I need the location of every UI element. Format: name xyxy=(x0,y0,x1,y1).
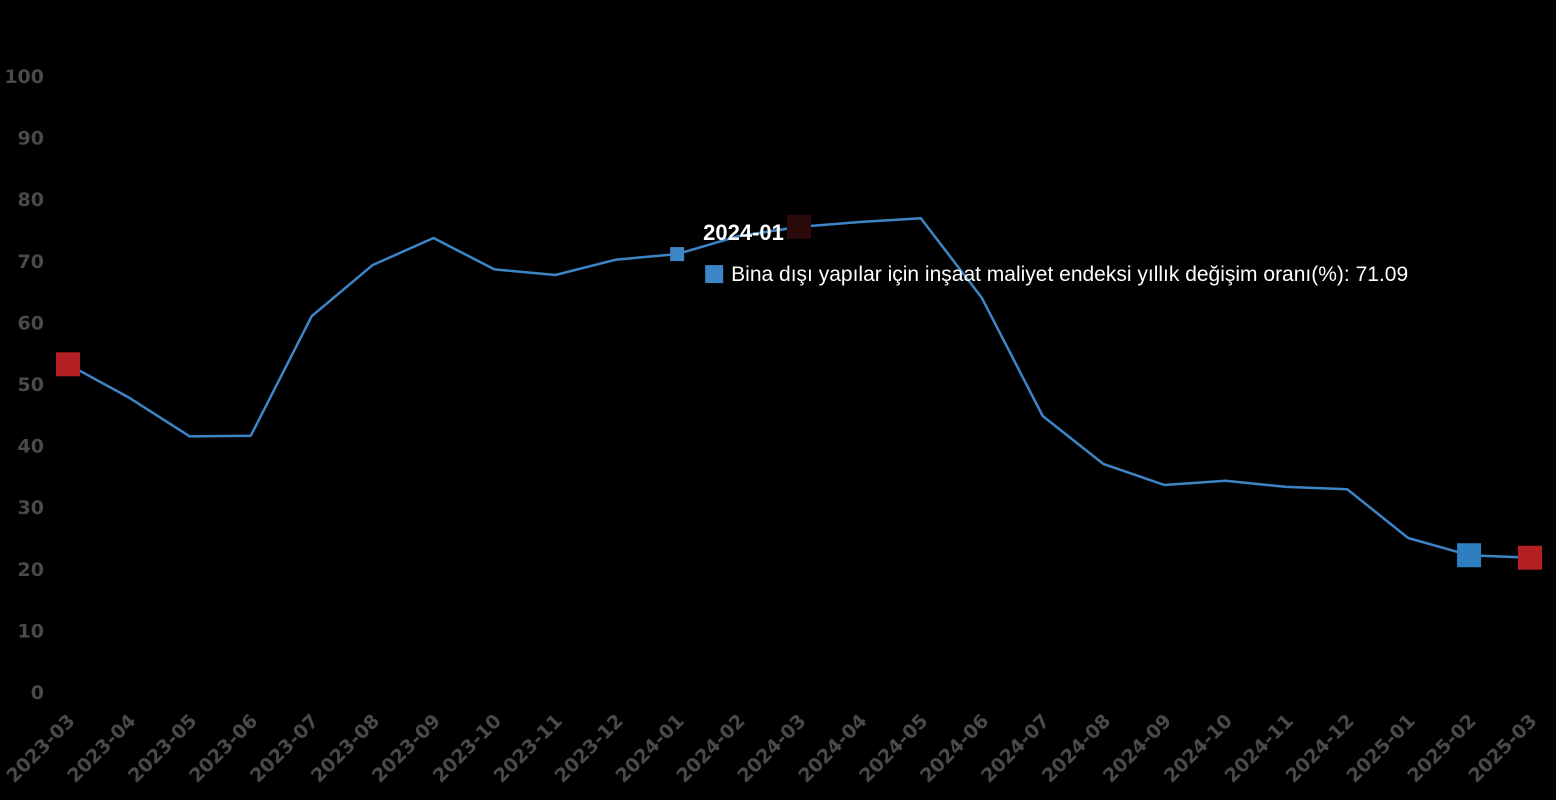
tooltip: 2024-01 Bina dışı yapılar için inşaat ma… xyxy=(703,220,1408,286)
x-axis: 2023-032023-042023-052023-062023-072023-… xyxy=(2,710,1541,787)
y-tick-label: 0 xyxy=(31,682,44,704)
tooltip-series-label: Bina dışı yapılar için inşaat maliyet en… xyxy=(731,263,1344,286)
tooltip-separator: : xyxy=(1344,263,1356,286)
highlight-marker[interactable] xyxy=(56,352,80,377)
marker-layer xyxy=(56,214,1542,570)
tooltip-title: 2024-01 xyxy=(703,220,784,245)
y-tick-label: 70 xyxy=(18,251,44,273)
y-tick-label: 20 xyxy=(18,559,44,581)
hovered-point-marker[interactable] xyxy=(670,247,685,262)
tooltip-series-swatch xyxy=(705,265,724,284)
y-tick-label: 50 xyxy=(18,374,44,396)
y-tick-label: 90 xyxy=(18,128,44,150)
highlight-marker[interactable] xyxy=(1457,543,1482,568)
y-axis: 0 10 20 30 40 50 60 70 80 90 100 xyxy=(4,66,44,704)
tooltip-value: 71.09 xyxy=(1356,263,1409,286)
tooltip-series-line: Bina dışı yapılar için inşaat maliyet en… xyxy=(731,263,1408,286)
y-tick-label: 100 xyxy=(4,66,44,88)
y-tick-label: 60 xyxy=(18,312,44,334)
y-tick-label: 10 xyxy=(18,620,44,642)
highlight-marker[interactable] xyxy=(787,214,811,239)
y-tick-label: 40 xyxy=(18,436,44,458)
y-tick-label: 30 xyxy=(18,497,44,519)
y-tick-label: 80 xyxy=(18,189,44,211)
highlight-marker[interactable] xyxy=(1518,545,1542,570)
